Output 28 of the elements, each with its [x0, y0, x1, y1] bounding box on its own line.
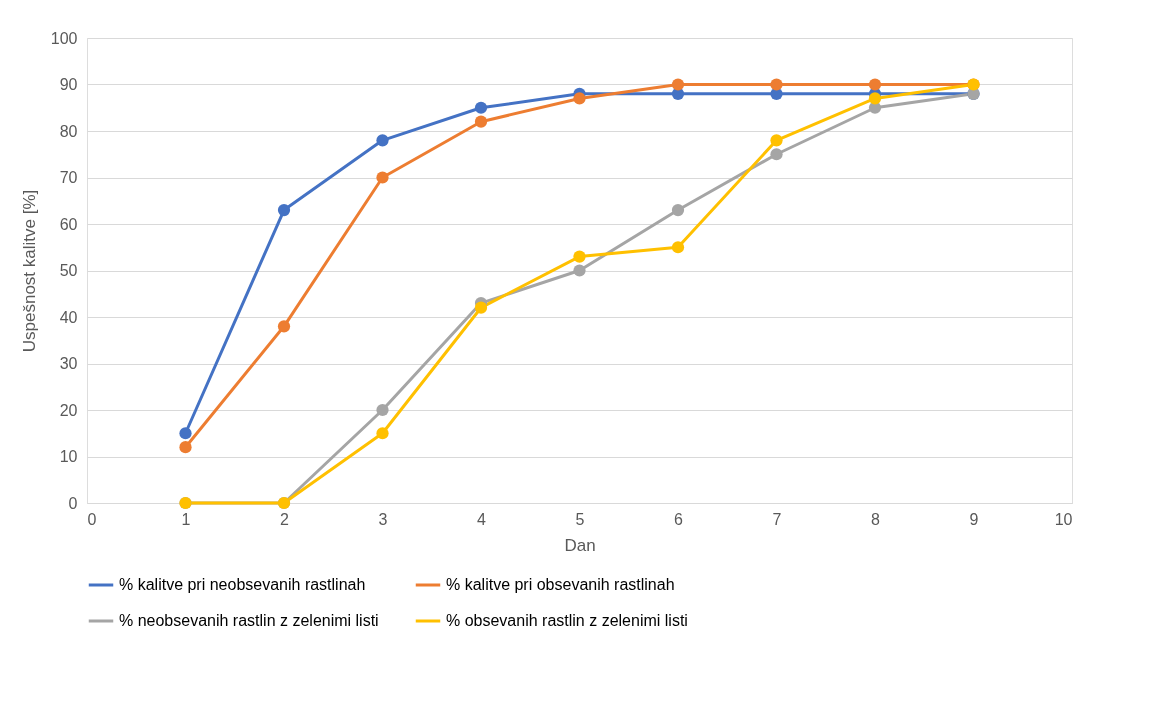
y-tick-label: 60	[59, 215, 78, 233]
x-axis-title: Dan	[564, 535, 596, 555]
x-tick-label: 9	[969, 510, 979, 528]
x-tick-label: 8	[871, 510, 881, 528]
legend-label: % obsevanih rastlin z zelenimi listi	[446, 612, 688, 629]
y-tick-label: 40	[59, 308, 78, 326]
legend-label: % kalitve pri neobsevanih rastlinah	[119, 576, 366, 593]
y-tick-label: 80	[59, 122, 78, 140]
y-tick-label: 20	[59, 401, 78, 419]
y-tick-label: 50	[59, 262, 78, 279]
y-tick-label: 90	[59, 76, 78, 93]
y-tick-label: 0	[68, 494, 78, 512]
x-tick-label: 1	[181, 510, 191, 528]
x-tick-label: 10	[1054, 510, 1073, 528]
y-tick-label: 10	[59, 448, 78, 465]
y-tick-label: 70	[59, 169, 78, 186]
x-tick-label: 6	[674, 510, 684, 528]
legend-label: % neobsevanih rastlin z zelenimi listi	[119, 612, 379, 629]
x-tick-label: 7	[772, 510, 782, 528]
x-tick-label: 4	[477, 510, 487, 528]
x-tick-label: 3	[378, 510, 388, 528]
y-tick-label: 30	[59, 355, 78, 372]
legend-label: % kalitve pri obsevanih rastlinah	[446, 576, 675, 593]
x-tick-label: 5	[575, 510, 585, 528]
x-tick-label: 2	[280, 510, 290, 528]
y-axis-title: Uspešnost kalitve [%]	[19, 189, 39, 353]
y-tick-label: 100	[50, 29, 78, 47]
x-tick-label: 0	[87, 510, 97, 528]
